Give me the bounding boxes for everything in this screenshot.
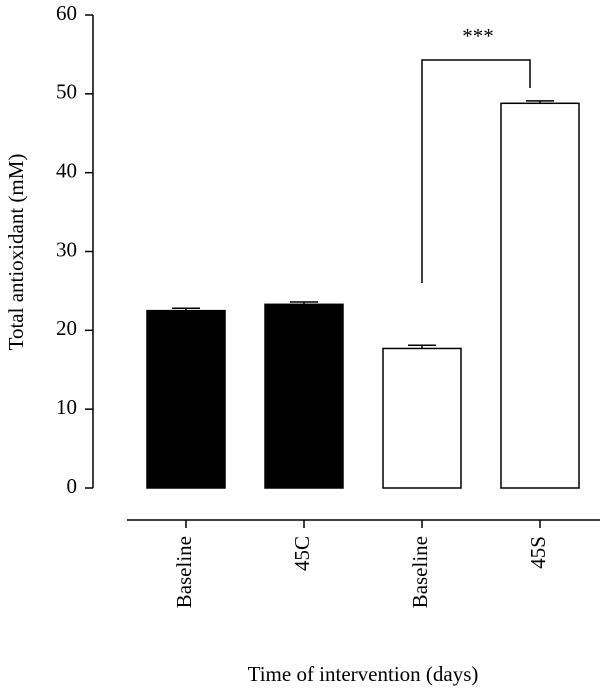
x-tick-label: Baseline — [172, 536, 196, 608]
y-tick-label: 30 — [56, 237, 77, 261]
significance-bracket — [421, 59, 531, 283]
y-tick-label: 50 — [56, 80, 77, 104]
y-tick-label: 20 — [56, 316, 77, 340]
bar — [146, 309, 226, 489]
x-tick-label: 45C — [290, 536, 314, 571]
significance-label: *** — [462, 24, 494, 48]
y-tick-label: 10 — [56, 395, 77, 419]
y-tick-label: 60 — [56, 1, 77, 25]
x-axis-title: Time of intervention (days) — [248, 662, 479, 686]
y-axis-title: Total antioxidant (mM) — [4, 154, 28, 351]
bar — [264, 303, 344, 489]
y-tick-label: 0 — [67, 474, 78, 498]
x-tick-label: 45S — [526, 536, 550, 569]
bar — [500, 102, 580, 489]
y-tick-label: 40 — [56, 158, 77, 182]
x-tick-label: Baseline — [408, 536, 432, 608]
bar — [382, 347, 462, 489]
